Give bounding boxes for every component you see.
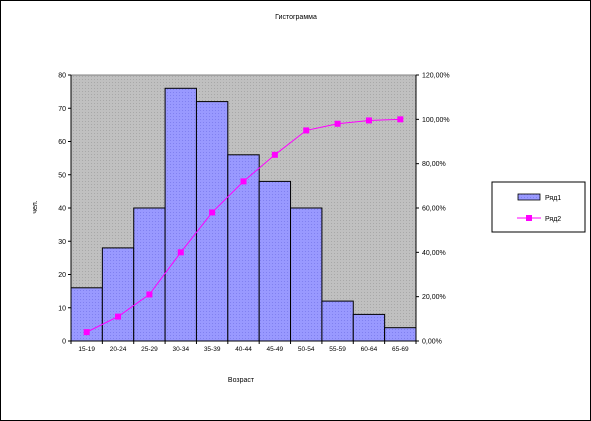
y-tick-label: 30: [58, 239, 66, 246]
y-tick-label: 70: [58, 106, 66, 113]
y-tick-label: 80: [58, 73, 66, 80]
legend-box: [491, 181, 586, 233]
y-ticks: 0 10 20 30 40 50 60 70 80: [58, 73, 71, 346]
bar-50-54: [290, 207, 323, 342]
bar-35-39: [195, 101, 229, 342]
bars-layer: [70, 87, 417, 342]
y2-tick-label: 80,00%: [422, 161, 446, 168]
line-layer: [83, 116, 404, 336]
y2-tick-label: 120,00%: [422, 73, 450, 80]
x-tick-label: 50-54: [298, 346, 315, 353]
y2-tick-label: 20,00%: [422, 294, 446, 301]
cumulative-point-60-64: [365, 117, 372, 124]
cumulative-point-55-59: [334, 120, 341, 127]
bar-25-29: [133, 207, 166, 342]
x-tick-label: 35-39: [204, 346, 221, 353]
x-tick-label: 45-49: [267, 346, 284, 353]
y-tick-label: 60: [58, 139, 66, 146]
y2-tick-label: 0,00%: [422, 339, 442, 346]
legend-label-series1: Ряд1: [545, 195, 561, 202]
y-tick-label: 10: [58, 305, 66, 312]
y-tick-label: 50: [58, 172, 66, 179]
x-tick-label: 40-44: [235, 346, 252, 353]
legend-marker-swatch: [526, 215, 532, 221]
y2-tick-label: 40,00%: [422, 250, 446, 257]
x-ticks: 15-19 20-24 25-29 30-34 35-39 40-44 45-49 50-54…: [70, 341, 417, 353]
y-tick-label: 0: [62, 339, 66, 346]
y2-tick-label: 60,00%: [422, 206, 446, 213]
legend-label-series2: Ряд2: [545, 216, 561, 223]
cumulative-point-45-49: [271, 151, 278, 158]
y-tick-label: 20: [58, 272, 66, 279]
x-tick-label: 55-59: [329, 346, 346, 353]
y2-ticks: 0,00% 20,00% 40,00% 60,00% 80,00% 100,00% 120,…: [416, 73, 450, 346]
x-tick-label: 25-29: [141, 346, 158, 353]
x-axis-label: Возраст: [228, 377, 255, 384]
x-tick-label: 20-24: [110, 346, 127, 353]
y2-tick-label: 100,00%: [422, 117, 450, 124]
cumulative-point-35-39: [209, 209, 216, 216]
bar-20-24: [101, 247, 135, 342]
cumulative-point-20-24: [115, 313, 122, 320]
x-tick-label: 60-64: [361, 346, 378, 353]
cumulative-point-40-44: [240, 178, 247, 185]
bar-45-49: [258, 180, 292, 342]
chart-title: Гистограмма: [275, 14, 317, 21]
legend-bar-swatch: [517, 193, 541, 201]
cumulative-point-25-29: [146, 291, 153, 298]
y-tick-label: 40: [58, 206, 66, 213]
x-tick-label: 15-19: [78, 346, 95, 353]
y-axis-label: чел.: [32, 200, 39, 213]
x-tick-label: 30-34: [172, 346, 189, 353]
bar-65-69: [384, 327, 417, 342]
bar-60-64: [352, 313, 386, 342]
cumulative-point-15-19: [83, 329, 90, 336]
bar-55-59: [321, 300, 354, 342]
x-tick-label: 65-69: [392, 346, 409, 353]
bar-30-34: [164, 87, 197, 342]
cumulative-point-65-69: [397, 116, 404, 123]
cumulative-point-50-54: [303, 127, 310, 134]
cumulative-point-30-34: [177, 249, 184, 256]
legend: Ряд1 Ряд2: [491, 181, 586, 233]
